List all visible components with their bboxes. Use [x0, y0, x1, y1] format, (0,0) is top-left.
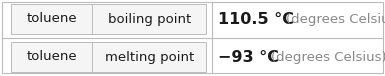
- Text: toluene: toluene: [26, 12, 77, 26]
- Text: melting point: melting point: [105, 50, 194, 64]
- Text: (degrees Celsius): (degrees Celsius): [286, 12, 385, 26]
- Bar: [11, 42, 206, 72]
- Bar: [11, 4, 206, 34]
- Text: 110.5 °C: 110.5 °C: [218, 11, 299, 27]
- Text: −93 °C: −93 °C: [218, 49, 284, 65]
- Text: (degrees Celsius): (degrees Celsius): [271, 50, 385, 64]
- Text: toluene: toluene: [26, 50, 77, 64]
- Text: boiling point: boiling point: [107, 12, 191, 26]
